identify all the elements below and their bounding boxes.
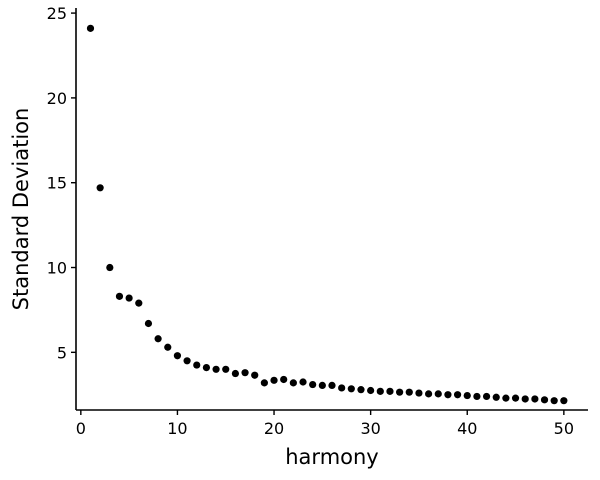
y-tick-label: 15 bbox=[47, 174, 67, 193]
data-point bbox=[483, 393, 490, 400]
data-point bbox=[193, 361, 200, 368]
data-point bbox=[232, 370, 239, 377]
data-point bbox=[251, 372, 258, 379]
y-tick-label: 5 bbox=[57, 343, 67, 362]
data-point bbox=[406, 389, 413, 396]
y-axis: 5 10 15 20 25 bbox=[47, 4, 76, 410]
data-point bbox=[261, 379, 268, 386]
data-point bbox=[328, 382, 335, 389]
data-point bbox=[270, 377, 277, 384]
data-point bbox=[425, 390, 432, 397]
data-point bbox=[241, 369, 248, 376]
y-tick-label: 20 bbox=[47, 89, 67, 108]
x-tick-label: 10 bbox=[167, 419, 187, 438]
y-tick-label: 10 bbox=[47, 259, 67, 278]
data-point bbox=[531, 395, 538, 402]
data-point bbox=[357, 386, 364, 393]
data-point bbox=[444, 391, 451, 398]
data-point bbox=[522, 395, 529, 402]
data-point bbox=[135, 300, 142, 307]
data-point bbox=[106, 264, 113, 271]
data-point bbox=[473, 393, 480, 400]
data-point bbox=[222, 366, 229, 373]
data-point bbox=[309, 381, 316, 388]
x-tick-label: 40 bbox=[457, 419, 477, 438]
data-point bbox=[464, 392, 471, 399]
data-point bbox=[338, 384, 345, 391]
data-point bbox=[183, 357, 190, 364]
data-point bbox=[126, 294, 133, 301]
data-point bbox=[512, 395, 519, 402]
data-point bbox=[348, 385, 355, 392]
data-point bbox=[87, 25, 94, 32]
x-tick-label: 20 bbox=[264, 419, 284, 438]
data-point bbox=[145, 320, 152, 327]
x-tick-label: 30 bbox=[360, 419, 380, 438]
data-point bbox=[541, 396, 548, 403]
y-tick-label: 25 bbox=[47, 4, 67, 23]
x-axis-title: harmony bbox=[285, 445, 379, 469]
data-point bbox=[386, 388, 393, 395]
data-point bbox=[290, 379, 297, 386]
data-point bbox=[97, 184, 104, 191]
data-point bbox=[174, 352, 181, 359]
data-point bbox=[396, 389, 403, 396]
data-point bbox=[203, 364, 210, 371]
data-point bbox=[116, 293, 123, 300]
data-point bbox=[502, 395, 509, 402]
data-point bbox=[560, 397, 567, 404]
data-points bbox=[87, 25, 568, 405]
data-point bbox=[299, 378, 306, 385]
data-point bbox=[551, 397, 558, 404]
data-point bbox=[493, 394, 500, 401]
data-point bbox=[454, 391, 461, 398]
x-tick-label: 0 bbox=[76, 419, 86, 438]
data-point bbox=[280, 376, 287, 383]
x-tick-label: 50 bbox=[554, 419, 574, 438]
data-point bbox=[212, 366, 219, 373]
data-point bbox=[415, 389, 422, 396]
data-point bbox=[377, 388, 384, 395]
data-point bbox=[367, 387, 374, 394]
x-axis: 0 10 20 30 40 50 bbox=[76, 410, 588, 438]
data-point bbox=[164, 344, 171, 351]
data-point bbox=[435, 390, 442, 397]
data-point bbox=[319, 382, 326, 389]
data-point bbox=[155, 335, 162, 342]
y-axis-title: Standard Deviation bbox=[9, 108, 33, 311]
